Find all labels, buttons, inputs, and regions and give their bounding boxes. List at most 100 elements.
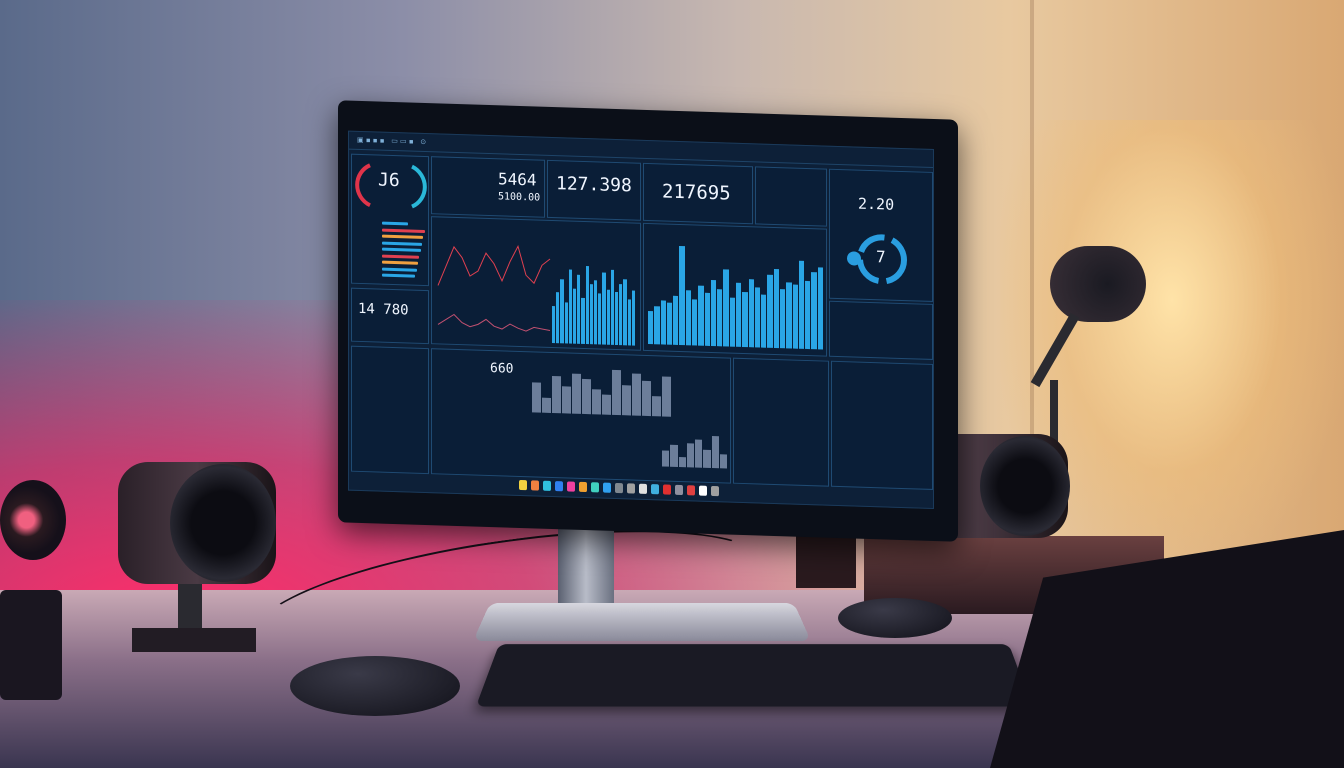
monitor-base — [472, 602, 812, 642]
dashboard-screen: ▣ ▪ ▪ ▪ ▭ ▭ ▪ ⊙ J6 14 780 5464 5100.00 1… — [348, 130, 934, 509]
bar — [619, 284, 623, 346]
line-series — [437, 244, 551, 286]
kpi1-panel: 5464 5100.00 — [431, 156, 545, 218]
orb-lamp-base — [0, 590, 62, 700]
kpi4-value: 14 780 — [358, 300, 409, 319]
bar — [723, 269, 729, 347]
bar — [773, 268, 779, 349]
dock-app-icon[interactable] — [615, 482, 623, 494]
dock-app-icon[interactable] — [579, 481, 587, 493]
bar — [662, 376, 671, 417]
bar — [662, 450, 670, 467]
bar — [805, 280, 811, 350]
mini-line-panel — [755, 166, 827, 227]
big-bar-panel — [643, 222, 827, 357]
line-series — [437, 313, 551, 332]
left-mouse — [290, 656, 460, 716]
bar — [811, 272, 817, 350]
bar — [692, 299, 698, 346]
dock-app-icon[interactable] — [663, 484, 671, 495]
heat-bar-panel — [831, 360, 933, 490]
bar — [704, 292, 710, 346]
kpi2-value: 127.398 — [556, 173, 632, 197]
dock-app-icon[interactable] — [543, 480, 551, 491]
bar — [792, 284, 798, 349]
dock-app-icon[interactable] — [711, 485, 719, 497]
kpi1-sub: 5100.00 — [498, 191, 541, 204]
side-line-panel — [829, 300, 933, 360]
cycle-icon — [847, 234, 907, 285]
bar — [711, 435, 719, 469]
taskbar-dock — [519, 479, 719, 500]
bar-chart-2 — [648, 234, 824, 350]
dock-app-icon[interactable] — [687, 485, 695, 496]
hbar — [382, 234, 424, 239]
dock-app-icon[interactable] — [591, 482, 599, 493]
bar — [780, 288, 786, 349]
gauge-value: J6 — [378, 169, 400, 192]
hbar-list — [382, 221, 426, 283]
hbar — [382, 254, 420, 259]
small-area-panel — [351, 345, 429, 475]
bar — [612, 369, 621, 416]
kpi4-panel: 14 780 — [351, 287, 429, 345]
bar — [572, 373, 581, 414]
bar — [698, 285, 704, 346]
bar — [648, 311, 654, 345]
bar — [627, 299, 631, 346]
bar — [652, 396, 661, 417]
bar — [642, 380, 651, 417]
bar — [556, 292, 560, 344]
kpi5-value: 660 — [490, 361, 514, 377]
bar — [564, 301, 568, 344]
dock-app-icon[interactable] — [675, 484, 683, 496]
bar — [817, 266, 823, 350]
kpi3-value: 217695 — [662, 180, 731, 205]
bar — [666, 302, 673, 345]
bar — [679, 245, 685, 346]
dock-app-icon[interactable] — [531, 480, 539, 491]
bar — [592, 389, 601, 415]
hbar — [382, 273, 416, 278]
wall-corner — [1030, 0, 1034, 560]
hbar — [382, 221, 409, 226]
gauge-ring — [355, 163, 427, 209]
bar — [581, 297, 585, 345]
kpi3-panel: 217695 — [643, 162, 753, 225]
bar — [631, 290, 635, 346]
dock-app-icon[interactable] — [639, 483, 647, 494]
kpi1-value: 5464 — [498, 169, 537, 190]
bar — [710, 279, 717, 347]
bar — [602, 272, 606, 345]
bar — [736, 282, 742, 347]
bar — [615, 291, 619, 346]
stacked-panel — [733, 357, 829, 487]
line-chart — [437, 244, 551, 332]
bar — [729, 297, 735, 347]
dock-app-icon[interactable] — [555, 481, 563, 492]
dock-app-icon[interactable] — [651, 484, 659, 495]
dock-app-icon[interactable] — [627, 483, 635, 494]
line-bar-panel — [431, 216, 641, 351]
bar — [685, 290, 691, 346]
bar-chart-3 — [532, 362, 672, 417]
bar — [542, 397, 551, 413]
side-kpi-panel: 2.20 7 — [829, 168, 933, 302]
monitor: ▣ ▪ ▪ ▪ ▭ ▭ ▪ ⊙ J6 14 780 5464 5100.00 1… — [338, 100, 958, 542]
bar — [754, 286, 761, 348]
bar — [568, 269, 572, 344]
dock-app-icon[interactable] — [699, 485, 707, 496]
bar — [560, 278, 564, 344]
bar — [582, 378, 591, 415]
bar — [594, 279, 598, 345]
bar-chart-1 — [552, 251, 636, 346]
bar — [606, 289, 610, 345]
bar — [717, 288, 723, 347]
bar — [623, 278, 627, 346]
left-speaker-stand — [178, 584, 202, 634]
dock-app-icon[interactable] — [519, 479, 527, 491]
dock-app-icon[interactable] — [567, 481, 575, 492]
bar — [786, 282, 792, 349]
dock-app-icon[interactable] — [603, 482, 611, 493]
bar — [585, 265, 589, 345]
